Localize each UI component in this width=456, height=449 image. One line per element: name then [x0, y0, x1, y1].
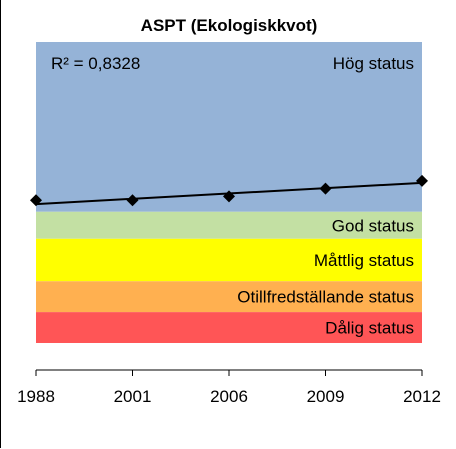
data-points [30, 174, 428, 207]
status-band-3 [36, 281, 422, 313]
status-band-label-0: Hög status [333, 54, 414, 73]
x-tick-label-2009: 2009 [307, 387, 345, 406]
x-tick-label-2001: 2001 [114, 387, 152, 406]
status-band-2 [36, 238, 422, 282]
x-axis-ticks: 1988 2001 2006 2009 2012 [17, 370, 441, 406]
status-band-label-1: God status [332, 216, 414, 235]
x-tick-label-2012: 2012 [403, 387, 441, 406]
data-point-2001 [126, 194, 139, 207]
status-band-1 [36, 211, 422, 239]
status-bands: Hög status God status Måttlig status Otillf… [36, 42, 422, 343]
chart-title: ASPT (Ekologiskkvot) [141, 16, 318, 35]
status-band-label-4: Dålig status [325, 319, 414, 338]
data-point-2006 [223, 190, 235, 203]
status-band-4 [36, 312, 422, 343]
data-point-1988 [30, 194, 42, 207]
status-band-0 [36, 42, 422, 212]
data-point-2009 [319, 182, 332, 195]
x-tick-label-1988: 1988 [17, 387, 55, 406]
status-band-label-2: Måttlig status [314, 251, 414, 270]
r-squared-label: R² = 0,8328 [51, 54, 140, 73]
data-point-2012 [416, 174, 428, 187]
status-band-label-3: Otillfredställande status [237, 288, 414, 307]
x-tick-label-2006: 2006 [210, 387, 248, 406]
